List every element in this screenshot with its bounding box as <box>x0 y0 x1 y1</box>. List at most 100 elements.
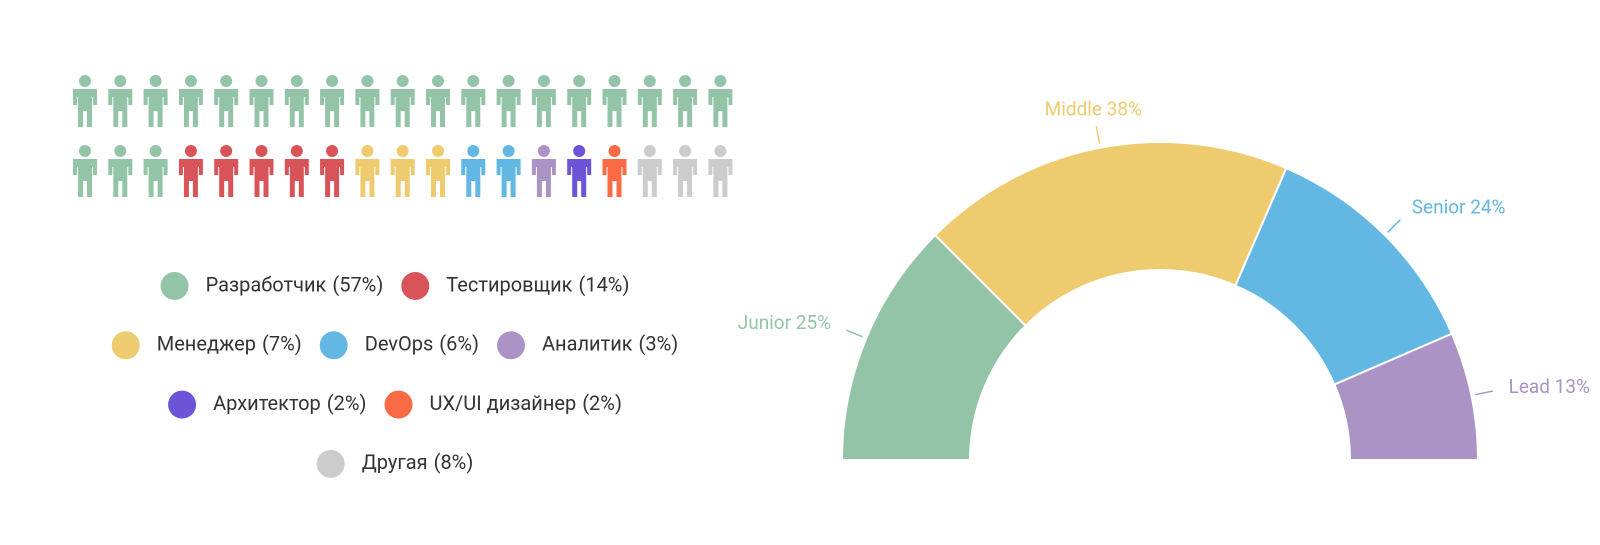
label-value: 25% <box>796 311 831 334</box>
legend-label: Тестировщик <box>446 272 572 296</box>
icon-body <box>673 89 698 127</box>
legend-swatch <box>319 331 348 360</box>
person-icon <box>531 145 556 197</box>
donut-segment <box>1333 332 1480 461</box>
person-icon <box>108 75 133 127</box>
icon-head <box>79 145 91 157</box>
person-icon <box>178 75 203 127</box>
label-value: 24% <box>1470 195 1505 218</box>
label-name: Junior <box>738 311 792 334</box>
icon-head <box>149 75 162 87</box>
icon-body <box>214 89 239 127</box>
label-leader <box>1095 125 1101 144</box>
person-icon <box>461 145 486 197</box>
person-icon <box>531 75 556 127</box>
icon-body <box>73 159 97 197</box>
data-label: Lead 13% <box>1509 375 1590 398</box>
person-icon <box>461 75 486 127</box>
icon-body <box>178 89 203 127</box>
icon-head <box>608 145 621 157</box>
person-icon <box>320 145 345 197</box>
legend-value: (2%) <box>327 391 367 415</box>
icon-head <box>79 75 91 87</box>
icon-body <box>178 159 203 197</box>
person-icon <box>143 145 168 197</box>
person-icon <box>426 75 450 127</box>
legend-row: Разработчик (57%) Тестировщик (14%) <box>160 272 629 300</box>
person-icon <box>708 75 733 127</box>
icon-head <box>396 145 409 157</box>
icon-head <box>573 75 586 87</box>
legend-label: Другая <box>362 450 428 474</box>
icon-head <box>255 145 268 157</box>
legend-row: Другая (8%) <box>316 449 473 478</box>
person-icon <box>602 145 627 197</box>
icon-body <box>108 89 133 127</box>
person-icon <box>73 145 97 197</box>
legend-swatch <box>384 390 413 419</box>
icon-head <box>467 145 480 157</box>
label-name: Middle <box>1045 97 1102 120</box>
icon-body <box>708 159 733 197</box>
data-label: Junior 25% <box>738 311 831 334</box>
icon-body <box>461 89 486 127</box>
legend-label: Архитектор <box>213 391 321 415</box>
legend-label: Менеджер <box>157 332 256 356</box>
icon-head <box>326 75 339 87</box>
icon-head <box>467 75 480 87</box>
label-leader <box>1387 219 1401 233</box>
icon-head <box>679 145 692 157</box>
icon-head <box>290 75 303 87</box>
icon-body <box>320 159 345 197</box>
legend-row: Менеджер (7%) DevOps (6%) Аналитик (3%) <box>111 331 678 360</box>
person-icon <box>496 75 521 127</box>
person-icon <box>284 145 309 197</box>
icon-head <box>643 75 656 87</box>
icon-head <box>220 75 233 87</box>
label-value: 13% <box>1555 375 1590 398</box>
person-icon <box>637 75 662 127</box>
icon-body <box>284 159 309 197</box>
icon-body <box>214 159 239 197</box>
legend-swatch <box>316 449 345 478</box>
icon-head <box>361 75 374 87</box>
label-leader <box>845 329 863 338</box>
icon-head <box>714 145 727 157</box>
person-icon <box>390 145 415 197</box>
person-icon <box>320 75 345 127</box>
label-leader <box>1475 390 1494 396</box>
legend-value: (2%) <box>582 391 622 415</box>
icon-body <box>143 159 168 197</box>
icon-head <box>396 75 409 87</box>
icon-head <box>114 145 127 157</box>
icon-head <box>502 145 515 157</box>
icon-head <box>573 145 586 157</box>
person-icon <box>249 75 274 127</box>
icon-head <box>184 145 197 157</box>
person-icon <box>390 75 415 127</box>
legend-value: (6%) <box>439 332 479 356</box>
icon-body <box>143 89 168 127</box>
person-icon <box>637 145 662 197</box>
person-icon <box>355 145 380 197</box>
legend-swatch <box>168 390 197 419</box>
person-icon <box>567 145 592 197</box>
label-value: 38% <box>1107 97 1142 120</box>
person-icon <box>567 75 592 127</box>
icon-body <box>73 89 97 127</box>
icon-body <box>496 89 521 127</box>
icon-head <box>361 145 374 157</box>
icon-body <box>284 89 309 127</box>
icon-head <box>537 75 550 87</box>
person-icon <box>214 75 239 127</box>
person-icon <box>426 145 450 197</box>
person-icon <box>673 145 698 197</box>
label-name: Senior <box>1412 195 1466 218</box>
icon-head <box>608 75 621 87</box>
icon-head <box>114 75 127 87</box>
icon-head <box>537 145 550 157</box>
icon-body <box>108 159 133 197</box>
person-icon <box>214 145 239 197</box>
person-icon <box>143 75 168 127</box>
icon-body <box>355 89 380 127</box>
